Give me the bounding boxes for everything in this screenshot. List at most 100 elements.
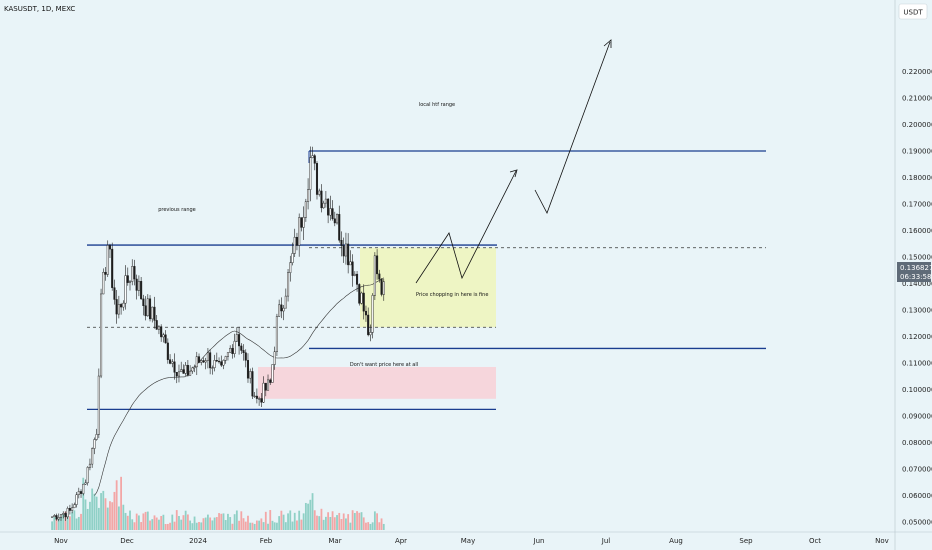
- volume-bar: [200, 522, 203, 530]
- candle-body: [271, 364, 274, 383]
- volume-bar: [302, 513, 305, 530]
- currency-badge-label: USDT: [903, 9, 923, 17]
- volume-bar: [195, 522, 198, 530]
- candle-body: [255, 395, 258, 399]
- volume-bar: [133, 522, 136, 530]
- volume-bar: [276, 522, 278, 530]
- candle-body: [300, 217, 303, 228]
- volume-bar: [313, 510, 316, 530]
- candle-body: [362, 292, 365, 312]
- candle-body: [173, 361, 176, 373]
- candle-body: [258, 398, 261, 400]
- volume-bar: [117, 506, 120, 530]
- candle-body: [146, 298, 149, 317]
- candle-body: [353, 273, 356, 276]
- time-tick-label: Oct: [809, 537, 821, 545]
- candle-body: [189, 370, 192, 376]
- volume-bar: [186, 514, 189, 530]
- time-tick-label: Sep: [739, 537, 753, 545]
- candle-body: [195, 356, 198, 368]
- candle-body: [309, 157, 312, 190]
- volume-bar: [251, 522, 254, 530]
- candle-body: [289, 262, 292, 273]
- candle-body: [62, 513, 65, 515]
- volume-bar: [333, 517, 336, 530]
- currency-badge[interactable]: [898, 3, 928, 20]
- volume-bar: [284, 522, 287, 530]
- candle-body: [313, 155, 316, 164]
- volume-bar: [233, 514, 236, 530]
- volume-bar: [278, 516, 281, 530]
- candle-body: [307, 189, 310, 202]
- candle-body: [218, 360, 221, 363]
- volume-bar: [60, 514, 62, 530]
- volume-bar: [175, 510, 178, 530]
- volume-bar: [184, 510, 187, 530]
- candle-body: [82, 483, 85, 494]
- candle-body: [298, 217, 301, 246]
- candle-body: [57, 516, 60, 520]
- volume-bar: [340, 519, 343, 530]
- volume-bar: [189, 520, 192, 530]
- candle-body: [55, 515, 58, 520]
- candle-body: [126, 275, 129, 283]
- volume-bar: [57, 518, 60, 530]
- time-tick-label: Mar: [328, 537, 341, 545]
- candle-body: [266, 379, 270, 391]
- volume-bar: [267, 523, 269, 530]
- candle-body: [73, 504, 76, 509]
- volume-bar: [138, 515, 140, 530]
- volume-bar: [260, 518, 263, 530]
- volume-bar: [84, 499, 87, 530]
- volume-bar: [53, 515, 56, 530]
- candle-body: [151, 306, 154, 320]
- candle-body: [164, 334, 167, 344]
- volume-bar: [358, 512, 361, 530]
- volume-bar: [329, 516, 332, 530]
- volume-bar: [356, 511, 358, 530]
- candle-body: [278, 304, 281, 317]
- candle-body: [144, 305, 147, 317]
- candle-body: [131, 266, 134, 282]
- volume-bar: [149, 520, 151, 530]
- candle-body: [215, 360, 218, 362]
- volume-bar: [224, 520, 227, 530]
- candle-body: [338, 214, 341, 241]
- volume-bar: [169, 522, 171, 530]
- volume-bar: [345, 518, 347, 530]
- candle-body: [137, 281, 140, 291]
- candle-body: [108, 245, 111, 250]
- candle-body: [302, 217, 305, 228]
- volume-bar: [227, 513, 229, 530]
- volume-bar: [151, 519, 154, 530]
- volume-bar: [331, 511, 334, 530]
- candle-body: [133, 266, 136, 280]
- time-axis[interactable]: Nov Dec 2024 Feb Mar Apr May Jun Jul Aug Sep Oct Nov: [54, 537, 889, 545]
- volume-bar: [271, 520, 274, 530]
- candle-body: [202, 360, 205, 363]
- volume-bar: [373, 511, 376, 530]
- candle-body: [351, 261, 354, 276]
- time-tick-label: Feb: [260, 537, 273, 545]
- candle-body: [197, 356, 201, 363]
- arrowhead-1: [509, 169, 518, 178]
- volume-bar: [304, 502, 307, 530]
- candle-body: [287, 272, 290, 297]
- candle-body: [120, 304, 123, 308]
- candle-body: [322, 202, 325, 209]
- volume-bar: [322, 519, 325, 530]
- volume-bar: [193, 516, 196, 530]
- volume-bar: [55, 516, 58, 530]
- volume-bar: [327, 512, 330, 530]
- candle-body: [51, 516, 54, 518]
- candle-body: [95, 434, 98, 440]
- candle-body: [86, 467, 89, 484]
- volume-bar: [73, 510, 76, 530]
